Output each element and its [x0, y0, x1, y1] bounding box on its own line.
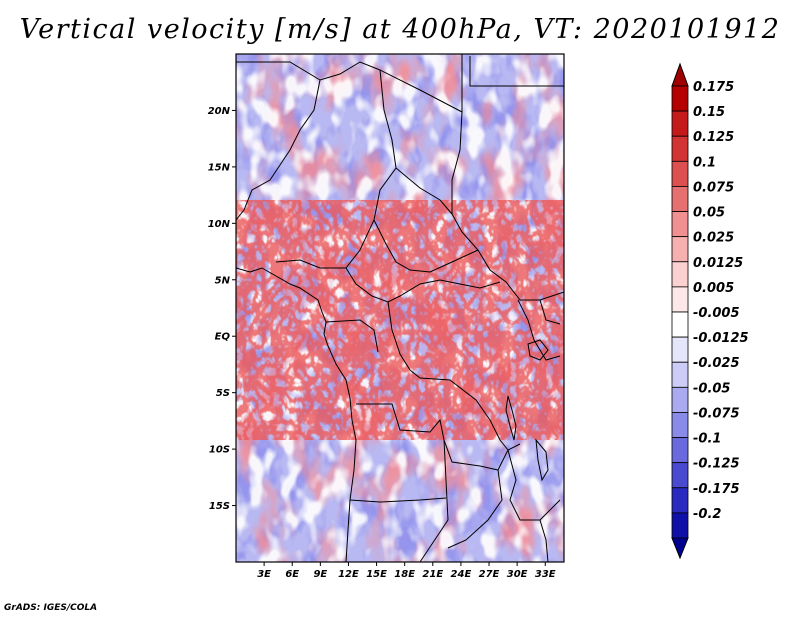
colorbar-label: 0.05 [693, 206, 725, 221]
colorbar-label: 0.0125 [693, 256, 743, 271]
colorbar-swatch [671, 361, 689, 388]
lat-tick-label: 5N [215, 275, 231, 286]
colorbar-label: 0.125 [693, 130, 734, 145]
colorbar-swatch [671, 487, 689, 514]
lon-tick-label: 30E [507, 569, 528, 580]
colorbar-label: 0.005 [693, 281, 734, 296]
grads-credit: GrADS: IGES/COLA [4, 603, 98, 613]
colorbar-label: 0.175 [693, 80, 734, 95]
lat-tick-label: 10N [208, 219, 231, 230]
colorbar-bottom-arrow [671, 537, 689, 560]
colorbar-label: -0.0125 [693, 331, 749, 346]
colorbar-swatch [671, 110, 689, 137]
longitude-axis: 3E 6E 9E 12E 15E 18E 21E 24E 27E 30E 33E [257, 562, 556, 580]
country-borders [236, 54, 564, 562]
colorbar-swatch [671, 85, 689, 112]
lon-tick-label: 24E [451, 569, 472, 580]
colorbar-label: 0.1 [693, 155, 716, 170]
lat-tick-label: 15N [208, 162, 231, 173]
lon-tick-label: 27E [479, 569, 500, 580]
colorbar-swatch [671, 286, 689, 313]
chart-title: Vertical velocity [m/s] at 400hPa, VT: 2… [19, 14, 781, 45]
lon-tick-label: 33E [535, 569, 556, 580]
colorbar-swatch [671, 186, 689, 212]
lon-tick-label: 18E [394, 569, 415, 580]
colorbar-swatch [671, 412, 689, 438]
colorbar-label: 0.075 [693, 180, 734, 195]
colorbar-swatch [671, 261, 689, 288]
colorbar-swatch [671, 135, 689, 162]
lon-tick-label: 21E [422, 569, 443, 580]
colorbar-label: 0.025 [693, 231, 734, 246]
colorbar-label: -0.1 [693, 432, 721, 447]
colorbar-swatch [671, 512, 689, 539]
colorbar-label: -0.075 [693, 406, 740, 421]
colorbar-label: -0.2 [693, 507, 721, 522]
lat-tick-label: 20N [208, 106, 231, 117]
colorbar-swatch [671, 211, 689, 238]
colorbar-swatch [671, 160, 689, 187]
colorbar: 0.175 0.15 0.125 0.1 0.075 0.05 0.025 0.0125 0.0… [671, 62, 749, 560]
colorbar-label: 0.15 [693, 105, 725, 120]
colorbar-swatch [671, 437, 689, 464]
lon-tick-label: 15E [366, 569, 387, 580]
lon-tick-label: 3E [257, 569, 271, 580]
colorbar-label: -0.005 [693, 306, 740, 321]
colorbar-top-arrow [671, 62, 689, 87]
velocity-field [236, 54, 564, 562]
lon-tick-label: 6E [285, 569, 299, 580]
colorbar-swatch [671, 311, 689, 338]
lon-tick-label: 9E [313, 569, 327, 580]
colorbar-swatch [671, 236, 689, 263]
lat-tick-label: 10S [209, 445, 230, 456]
lat-tick-label: 15S [209, 501, 230, 512]
colorbar-label: -0.125 [693, 457, 740, 472]
map-frame [235, 53, 565, 563]
colorbar-swatch [671, 462, 689, 489]
colorbar-swatch [671, 386, 689, 413]
colorbar-label: -0.025 [693, 356, 740, 371]
lon-tick-label: 12E [338, 569, 359, 580]
latitude-axis: 20N 15N 10N 5N EQ 5S 10S 15S [208, 106, 236, 512]
colorbar-swatch [671, 336, 689, 363]
colorbar-label: -0.175 [693, 482, 740, 497]
lat-tick-label: 5S [216, 388, 230, 399]
colorbar-label: -0.05 [693, 381, 730, 396]
lat-tick-label: EQ [215, 332, 231, 343]
